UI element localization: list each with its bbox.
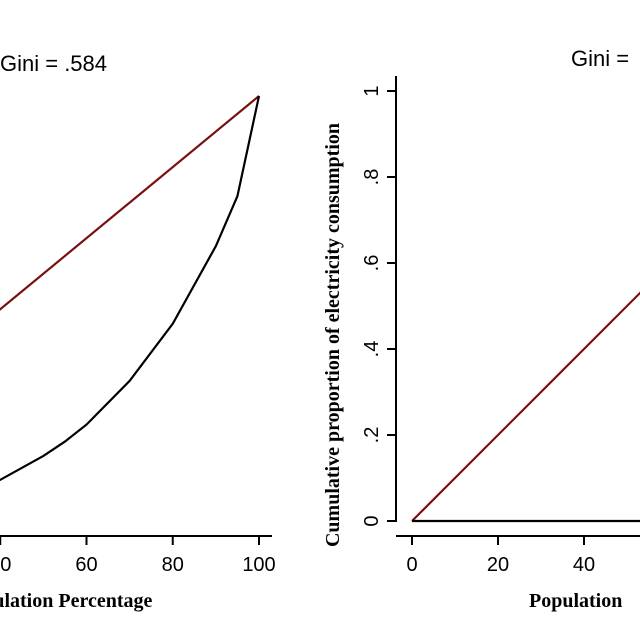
- left-x-axis-title: Population Percentage: [0, 590, 153, 612]
- right-y-axis-title: Cumulative proportion of electricity con…: [322, 123, 344, 547]
- left-equality-line: [0, 95, 260, 311]
- right-y-tick-label: .6: [361, 255, 383, 272]
- left-lorenz-curve: [0, 95, 261, 482]
- right-equality-line: [411, 291, 640, 522]
- left-x-tick-label: 100: [242, 554, 275, 576]
- right-y-tick-label: 0: [361, 515, 383, 526]
- left-chart-panel: Gini = .584 Population Percentage 40 60 80…: [0, 51, 276, 612]
- right-y-tick-label: 1: [361, 85, 383, 96]
- right-x-tick-label: 40: [573, 554, 595, 576]
- right-chart-panel: Gini = Cumulative proportion of electric…: [322, 46, 640, 612]
- right-x-tick-label: 0: [406, 554, 417, 576]
- right-y-tick-label: .4: [361, 341, 383, 358]
- right-chart-title: Gini =: [571, 46, 629, 71]
- left-series-group: [0, 95, 261, 482]
- right-y-ticks: 0 .2 .4 .6 .8 1: [361, 85, 396, 527]
- right-x-tick-label: 20: [487, 554, 509, 576]
- left-x-tick-label: 60: [75, 554, 97, 576]
- right-y-tick-label: .8: [361, 169, 383, 186]
- right-x-axis-title: Population: [529, 590, 622, 612]
- left-x-tick-label: 80: [162, 554, 184, 576]
- right-y-tick-label: .2: [361, 427, 383, 444]
- right-series-group: [411, 291, 640, 523]
- left-x-tick-label: 40: [0, 554, 11, 576]
- right-x-ticks: 0 20 40: [406, 536, 595, 576]
- left-x-ticks: 40 60 80 100: [0, 536, 276, 576]
- left-chart-title: Gini = .584: [0, 51, 107, 76]
